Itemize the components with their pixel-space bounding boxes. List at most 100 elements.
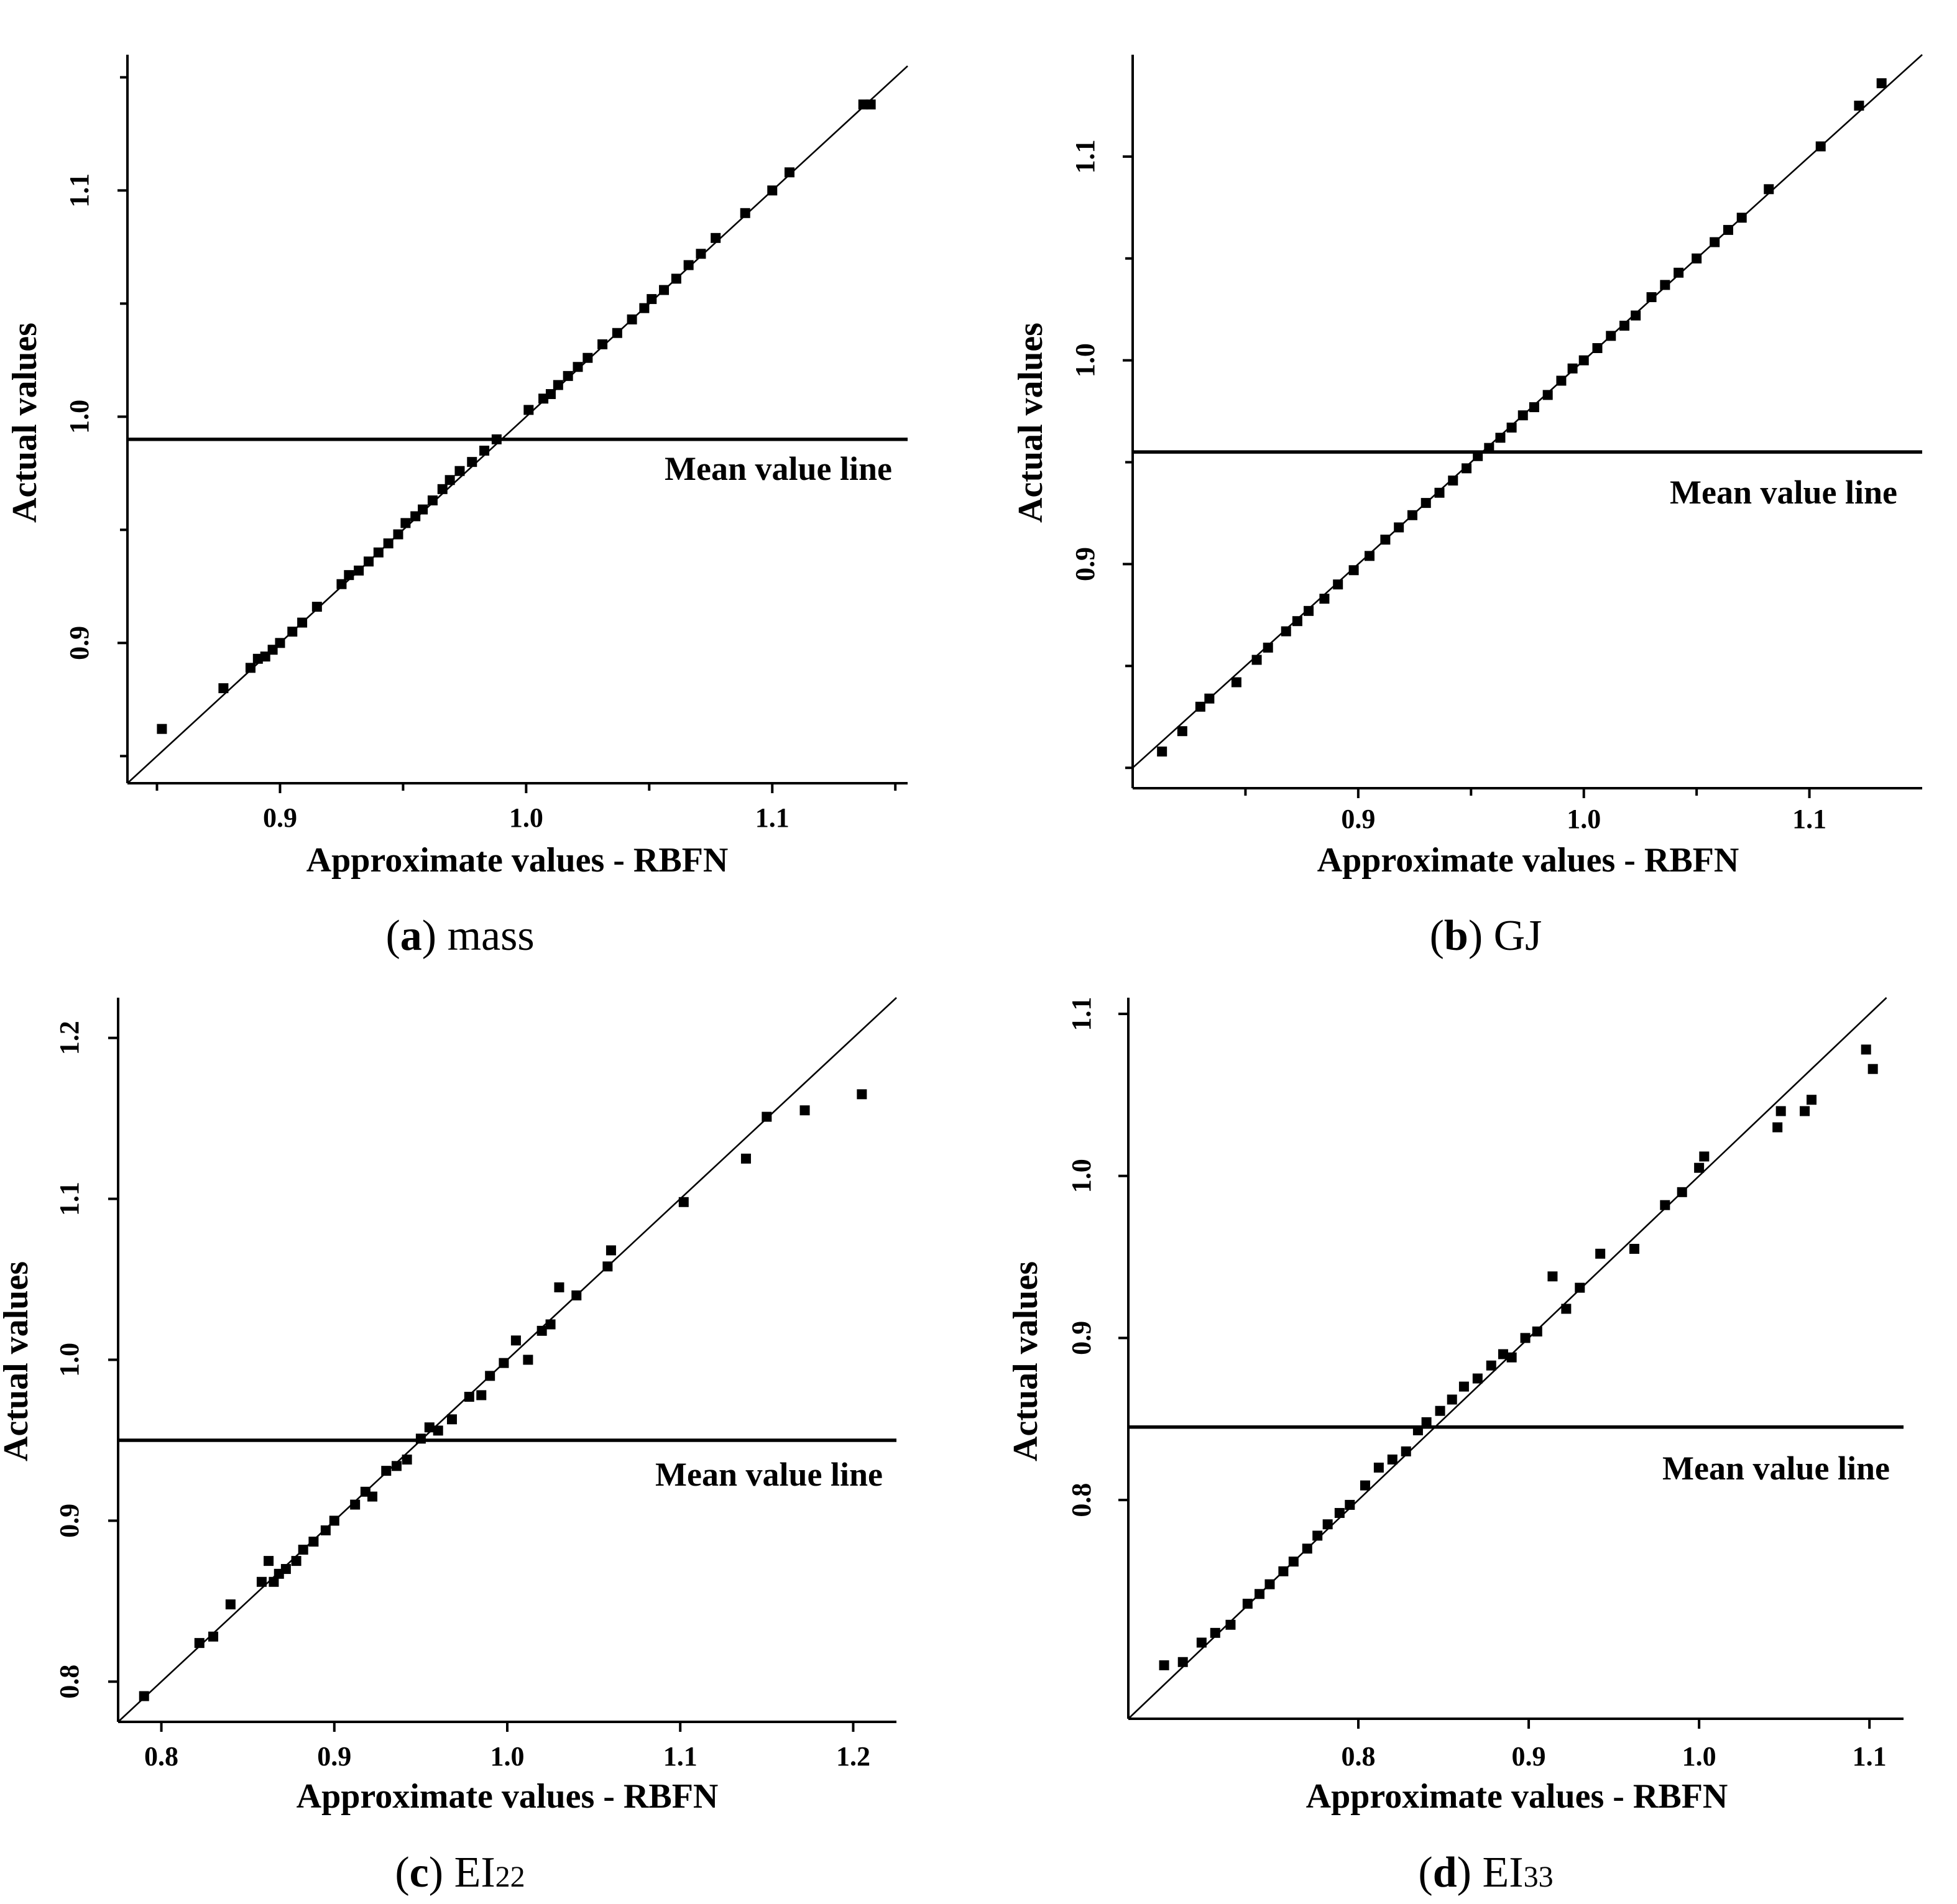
data-point [1312,1530,1323,1541]
data-point [1772,1122,1783,1133]
caption-d-letter: d [1433,1849,1457,1897]
data-point [1520,1333,1531,1343]
data-point [499,1358,509,1368]
data-point [1486,1360,1496,1371]
data-point [194,1638,205,1649]
y-tick-label: 1.0 [1066,1159,1097,1193]
x-axis-label: Approximate values - RBFN [306,841,729,880]
data-point [1472,1373,1483,1384]
data-point [329,1515,339,1526]
data-point [287,627,298,637]
data-point [553,380,563,390]
data-point [762,1111,772,1122]
data-point [291,1556,302,1566]
data-point [1195,701,1205,712]
data-point [139,1691,149,1701]
x-tick-label: 0.9 [1512,1741,1546,1772]
x-tick-label: 1.0 [1567,804,1601,834]
y-tick-label: 0.9 [54,1504,85,1538]
data-point [1529,402,1539,413]
data-point [427,495,438,506]
data-point [545,1319,556,1330]
data-point [1723,224,1733,235]
data-point [1394,522,1404,533]
y-tick-label: 0.8 [54,1665,85,1699]
x-tick-label: 0.9 [263,803,297,833]
data-point [264,1556,274,1566]
data-point [320,1525,331,1535]
data-point [336,579,347,589]
data-point [1458,1381,1469,1392]
x-tick-label: 1.0 [509,803,543,833]
panel-c-ei22: 0.8 0.9 1.0 1.1 1.2 0.8 0.9 1.0 1.1 1.2 Mean value… [0,997,897,1816]
panel-a-mass: 0.9 1.0 1.1 0.9 1.0 1.1 Mean value line Approxi… [6,55,908,880]
data-point [437,484,448,494]
data-point [573,362,583,372]
data-point [1807,1095,1817,1105]
data-point [1815,141,1826,152]
data-point [1677,1187,1687,1197]
x-axis-label: Approximate values - RBFN [1306,1777,1728,1816]
data-point [1764,184,1774,195]
data-point [606,1245,616,1256]
data-point [1421,498,1431,508]
data-point [1387,1454,1398,1465]
data-point [1412,1425,1423,1435]
data-point [582,352,593,363]
data-point [659,285,670,295]
data-point [467,457,477,467]
y-tick-label: 0.9 [1070,547,1100,581]
data-point [545,389,556,399]
data-point [1532,1326,1542,1336]
y-tick-label: 0.8 [1066,1483,1097,1517]
data-point [218,683,229,694]
caption-c-text: EI [454,1849,495,1897]
data-point [1606,331,1616,341]
data-point [536,1325,547,1336]
y-tick-label: 1.1 [1066,997,1097,1031]
data-point [476,1390,487,1400]
y-tick-label: 0.9 [64,626,94,660]
data-point [1157,747,1167,757]
data-point [1292,616,1302,627]
data-point [350,1499,361,1510]
data-point [491,434,502,444]
data-point [523,405,534,415]
data-point [571,1290,582,1300]
y-axis-label: Actual values [6,323,44,523]
data-point [1592,343,1603,353]
data-point [1578,355,1589,366]
data-point [415,1433,426,1444]
data-point [344,570,354,581]
data-point [400,518,411,528]
data-point [1567,363,1578,374]
data-point [1278,1566,1289,1576]
data-point [454,466,465,476]
data-point [1251,655,1262,665]
data-point [275,638,285,648]
data-point [612,328,622,338]
x-tick-label: 0.8 [144,1741,178,1772]
data-point [1674,267,1684,278]
data-point [485,1371,495,1381]
data-point [1373,1462,1384,1473]
data-point [857,1089,867,1100]
caption-a-letter: a [400,912,422,960]
caption-c: (c) EI22 [395,1849,525,1897]
y-tick-label: 1.1 [1070,139,1100,173]
data-point [1619,320,1630,331]
data-point [1322,1519,1333,1530]
data-point [1517,410,1528,421]
mean-value-label: Mean value line [655,1456,883,1493]
caption-b: (b) GJ [1430,912,1542,960]
data-point [1348,565,1359,576]
data-point [1231,677,1241,688]
data-point [418,504,428,515]
data-point [740,208,750,218]
data-point [1360,1480,1370,1491]
data-point [1365,551,1375,561]
data-point [1595,1248,1606,1259]
data-point [256,1576,267,1587]
data-point [367,1491,377,1502]
data-point [1288,1557,1299,1567]
